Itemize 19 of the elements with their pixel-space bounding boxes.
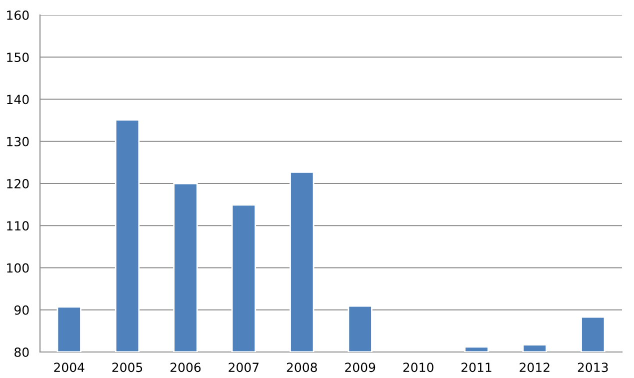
x-tick-label: 2010 — [403, 362, 434, 372]
y-tick-label: 80 — [14, 347, 29, 357]
x-tick-label: 2013 — [578, 362, 608, 372]
y-tick-label: 120 — [7, 178, 29, 188]
x-tick-label: 2005 — [112, 362, 142, 372]
x-tick-label: 2007 — [228, 362, 259, 372]
y-tick-label: 100 — [7, 263, 29, 273]
x-tick-label: 2006 — [170, 362, 201, 372]
x-tick-label: 2011 — [462, 362, 492, 372]
x-tick-label: 2004 — [54, 362, 84, 372]
y-tick-label: 90 — [14, 305, 29, 315]
y-tick-label: 140 — [7, 94, 29, 104]
y-tick-label: 130 — [7, 136, 29, 146]
x-tick-label: 2009 — [345, 362, 376, 372]
y-tick-label: 110 — [7, 221, 29, 231]
y-tick-label: 150 — [7, 52, 29, 62]
y-tick-label: 160 — [7, 10, 29, 20]
x-tick-label: 2012 — [520, 362, 550, 372]
x-tick-label: 2008 — [286, 362, 317, 372]
